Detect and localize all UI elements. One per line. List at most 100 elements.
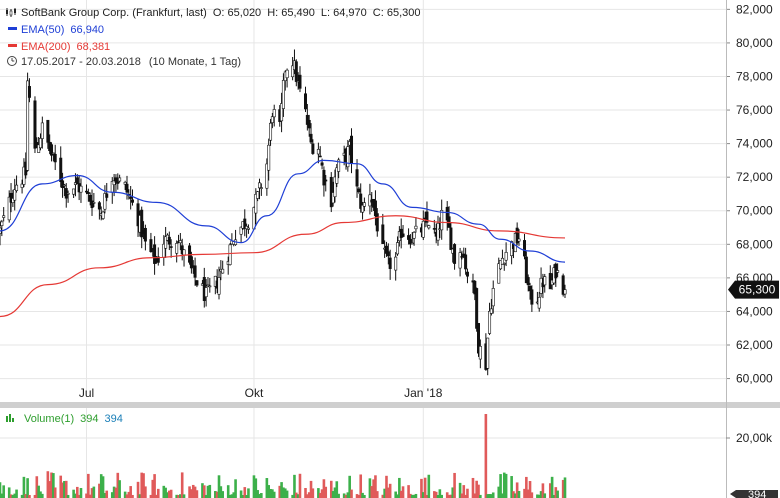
candle [66,190,70,203]
price-y-tick-label: 74,000 [736,137,773,151]
volume-bar [337,493,340,498]
candle [489,298,493,316]
candle [9,183,13,213]
volume-bar [267,485,270,498]
chart-title: SoftBank Group Corp. (Frankfurt, last) [21,7,207,19]
volume-bar [193,486,197,498]
candle [13,178,17,211]
price-y-tick-label: 80,000 [736,36,773,50]
candle [72,188,76,199]
volume-bar [265,478,269,498]
ohlc-low-label: L: [321,7,333,19]
volume-bar [523,488,526,498]
volume-bar [190,489,193,498]
candle [407,228,411,245]
volume-bar [15,489,18,498]
candle [291,56,295,81]
volume-bar [311,488,315,498]
x-tick-label: Jul [79,386,94,400]
legend-ema50[interactable]: EMA(50) 66,940 [8,24,104,36]
candle [357,186,361,194]
candle [2,207,6,222]
volume-bar [282,487,285,498]
volume-bar [554,487,558,498]
volume-bar [140,472,144,498]
volume-bar [306,494,309,498]
volume-bar [355,494,359,498]
candle [425,201,429,227]
candle [324,175,328,192]
volume-bar [502,472,506,498]
candle [381,213,385,244]
volume-bar [514,493,517,498]
volume-bar [484,414,488,498]
volume-bar [458,482,462,498]
volume-bar [180,472,184,498]
price-y-axis: 60,00062,00064,00066,00068,00070,00072,0… [726,2,773,386]
volume-bar [466,488,469,498]
candle [491,280,495,314]
volume-bar [59,475,63,498]
volume-bar [2,485,5,498]
volume-bar [103,493,107,498]
candle [50,142,54,162]
volume-bar [256,490,259,498]
legend-ema200[interactable]: EMA(200) 68,381 [8,41,110,53]
candle [298,66,302,93]
volume-bar [208,484,212,498]
volume-bar [179,494,182,498]
volume-bar [52,473,55,498]
volume-bar [162,485,166,498]
candle [440,199,444,240]
volume-bar [473,493,477,498]
volume-bar [226,485,230,498]
candle [125,175,129,200]
volume-bar [291,494,294,498]
date-x-axis: Jul Okt Jan '18 [79,386,443,400]
candle [169,239,173,258]
date-range-detail: (10 Monate, 1 Tag) [149,56,241,68]
candle [408,234,412,249]
ohlc-open: 65,020 [228,7,262,19]
volume-bar [440,494,443,498]
candle [563,284,567,299]
candle [88,192,92,206]
volume-bar [537,494,541,498]
volume-bar [101,476,105,498]
volume-bar [296,494,300,498]
candle [243,209,247,237]
volume-bar [22,476,26,498]
volume-bar [410,494,414,498]
volume-bar [177,494,180,498]
volume-bar [191,484,195,498]
volume-bar [254,478,258,498]
volume-bar [556,490,559,498]
price-y-tick-label: 70,000 [736,204,773,218]
candle [189,251,193,274]
volume-bar [138,494,142,498]
candle [0,219,4,237]
volume-bar [215,491,219,498]
ema50-value: 66,940 [70,24,104,36]
volume-bar [129,486,132,498]
candle [15,175,19,193]
candle [528,282,532,300]
volume-bar [359,474,363,498]
volume-bar [385,475,388,498]
candle [524,251,528,284]
volume-bar [63,481,66,498]
panel-separator[interactable] [0,402,780,408]
volume-bar [447,494,451,498]
candle [477,323,481,357]
volume-bar [53,487,57,498]
volume-bar [453,472,456,498]
volume-bar [298,473,302,498]
candle [84,184,88,195]
volume-bar [271,489,274,498]
volume-bar [526,489,530,498]
candle [556,263,560,278]
volume-bar [214,490,217,498]
ema200-swatch [8,44,17,47]
candle [460,250,464,260]
